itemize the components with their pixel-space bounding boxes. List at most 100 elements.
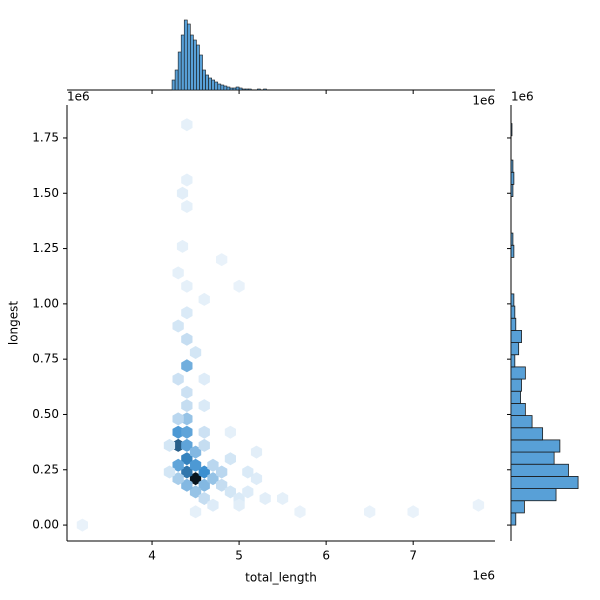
- right-hist-bar: [510, 512, 517, 526]
- hexbin: [163, 438, 176, 452]
- right-hist-bar: [510, 317, 517, 331]
- top-offset-text: 1e6: [472, 94, 495, 108]
- right-hist-bar: [510, 184, 514, 197]
- top-hist-bar: [199, 54, 203, 91]
- y-offset-text: 1e6: [67, 90, 90, 104]
- right-hist-bar: [510, 232, 514, 246]
- hexbin: [172, 472, 184, 486]
- x-axis-label: total_length: [245, 571, 317, 585]
- right-hist-bar: [510, 366, 526, 380]
- hexbin: [407, 505, 419, 519]
- hexbin: [176, 239, 189, 253]
- top-hist-bar: [180, 34, 185, 91]
- right-hist-bar: [510, 171, 515, 185]
- hexbin: [259, 492, 271, 505]
- hexbin: [224, 485, 236, 499]
- hexbin: [181, 118, 193, 132]
- hexbin: [242, 485, 254, 499]
- hexbin: [472, 498, 485, 512]
- y-tick-label: 0.25: [32, 462, 59, 476]
- top-hist-bar: [238, 87, 243, 91]
- top-hist-bar: [196, 44, 200, 91]
- top-hist-bar: [220, 84, 225, 91]
- y-tick-label: 0.75: [32, 352, 59, 366]
- hexbin: [172, 458, 184, 472]
- top-hist-bar: [186, 23, 191, 91]
- hexbin: [294, 505, 306, 519]
- top-hist-bar: [208, 77, 212, 91]
- hexbin: [216, 253, 228, 267]
- hexbin: [198, 425, 210, 439]
- right-hist-bar: [510, 330, 522, 343]
- right-hist-bar: [510, 451, 555, 465]
- top-hist-bar: [244, 88, 249, 91]
- hexbin: [181, 173, 193, 187]
- x-tick-label: 4: [148, 549, 156, 563]
- hexbin: [181, 412, 193, 426]
- right-hist-bar: [510, 305, 516, 319]
- hexbin: [224, 425, 236, 439]
- right-hist-bar: [510, 123, 513, 137]
- hexbin: [189, 485, 202, 499]
- top-hist-bar: [223, 85, 228, 91]
- hexbin: [207, 472, 219, 486]
- hexbin: [181, 465, 193, 479]
- right-hist-bar: [510, 500, 525, 514]
- top-hist-bar: [193, 39, 197, 91]
- y-tick-label: 1.50: [32, 186, 59, 200]
- hexbin: [172, 266, 184, 280]
- x-tick-label: 7: [409, 549, 417, 563]
- hexbin: [233, 498, 245, 512]
- hexbin: [207, 498, 219, 512]
- hexbin: [364, 505, 376, 519]
- hexbin: [181, 438, 193, 452]
- top-hist-bar: [229, 87, 234, 91]
- top-hist-bar: [232, 87, 237, 91]
- top-hist-bar: [202, 69, 206, 91]
- x-offset-text: 1e6: [472, 569, 495, 583]
- top-hist-bar: [214, 81, 219, 91]
- hexbin: [172, 425, 184, 439]
- x-tick-label: 5: [235, 549, 243, 563]
- hexbin: [181, 279, 193, 293]
- hexbin: [198, 292, 210, 306]
- hexbin: [189, 458, 202, 472]
- hexbin: [224, 452, 236, 466]
- hexbin: [181, 478, 193, 492]
- hexbin: [198, 492, 210, 505]
- y-tick-label: 1.25: [32, 241, 59, 255]
- hexbin: [277, 492, 289, 505]
- hexbin: [181, 200, 193, 213]
- top-hist-bar: [247, 88, 252, 91]
- top-hist-bar: [226, 86, 231, 91]
- hexbin: [172, 372, 184, 386]
- y-tick-label: 0.50: [32, 407, 59, 421]
- top-hist-bar: [171, 79, 176, 91]
- hexbin: [198, 438, 210, 452]
- hexbin: [198, 478, 210, 492]
- right-hist-bar: [510, 415, 533, 429]
- top-hist-bar: [205, 74, 209, 91]
- right-hist-bar: [510, 390, 521, 404]
- hexbin: [189, 445, 202, 459]
- right-hist-bar: [510, 354, 516, 368]
- hexbin: [198, 372, 210, 386]
- hexbin: [233, 279, 245, 293]
- hexbin: [181, 385, 193, 399]
- hexbin: [181, 399, 193, 413]
- y-axis-label: longest: [7, 301, 21, 346]
- right-hist-bar: [510, 488, 557, 502]
- top-hist-bar: [190, 34, 194, 91]
- top-hist-bar: [235, 86, 240, 91]
- x-tick-label: 6: [322, 549, 330, 563]
- hexbin: [189, 346, 202, 359]
- y-tick-label: 1.00: [32, 296, 59, 310]
- right-hist-bar: [510, 403, 526, 416]
- top-hist-bar: [217, 83, 222, 91]
- right-hist-bar: [510, 293, 515, 307]
- hexbin: [181, 332, 193, 346]
- right-hist-bar: [510, 244, 515, 258]
- hexbin: [76, 518, 88, 532]
- top-hist-bar: [183, 19, 188, 91]
- hexbin: [216, 478, 228, 492]
